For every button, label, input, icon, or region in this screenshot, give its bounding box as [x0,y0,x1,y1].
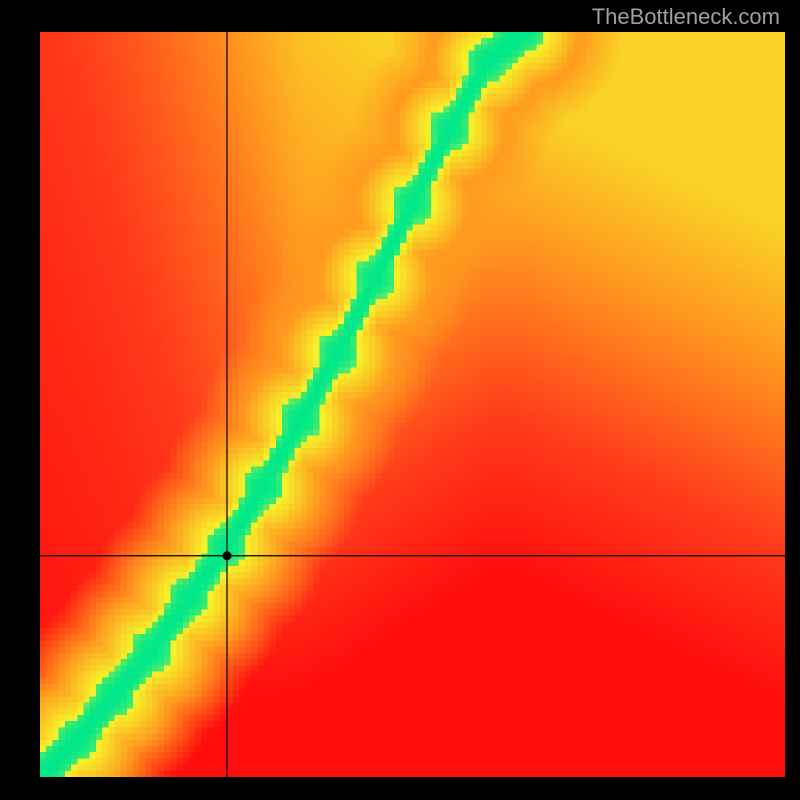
chart-container: TheBottleneck.com [0,0,800,800]
watermark-text: TheBottleneck.com [592,4,780,30]
heatmap-canvas [40,32,785,777]
